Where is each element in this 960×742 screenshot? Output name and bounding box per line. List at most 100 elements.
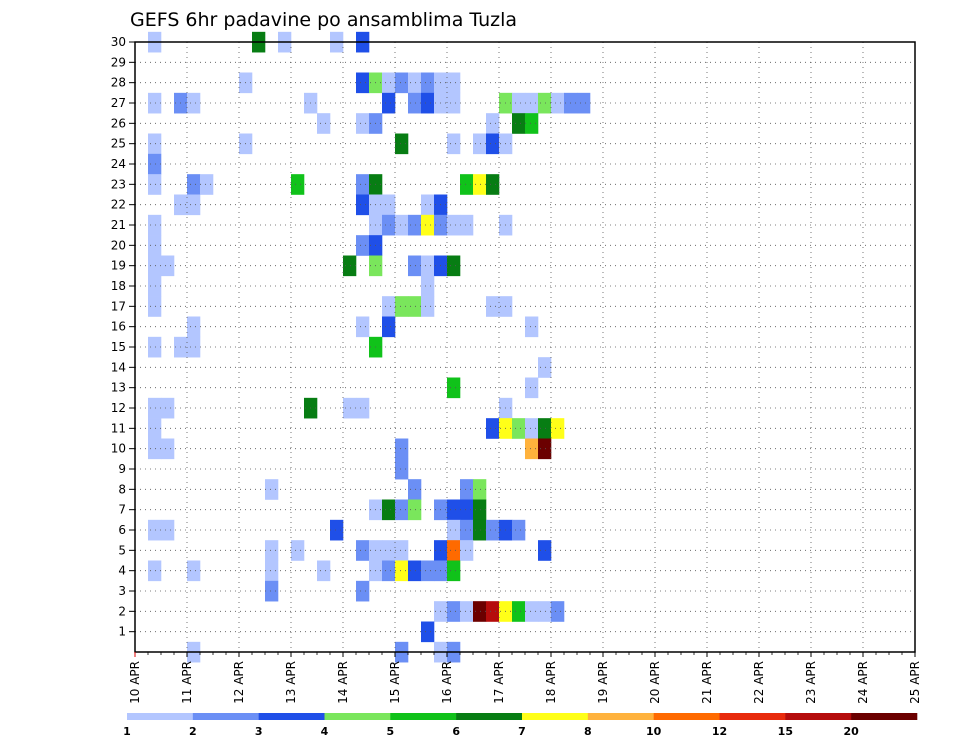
precip-cell [447, 560, 461, 582]
precip-cell [460, 214, 474, 236]
precip-cell [395, 133, 409, 155]
precip-cell [356, 540, 370, 561]
precip-cell [473, 133, 487, 155]
legend-swatch [851, 713, 918, 720]
precip-cell [356, 194, 370, 216]
precip-cell [447, 519, 461, 541]
precip-cell [317, 113, 331, 134]
precip-cell [421, 296, 435, 317]
y-tick-label: 30 [111, 35, 126, 49]
color-legend: 1 2 3 4 5 6 7 8 10 12 15 20 [123, 713, 918, 738]
precip-cell [538, 418, 552, 439]
precip-cell [187, 194, 201, 216]
x-tick-label: 14 APR [336, 661, 350, 704]
precip-cell [525, 377, 539, 399]
precip-cell [538, 438, 552, 460]
precip-cell [447, 601, 461, 622]
y-tick-label: 3 [118, 584, 126, 598]
x-tick-label: 13 APR [284, 661, 298, 704]
precip-cell [512, 519, 526, 541]
y-tick-label: 4 [118, 564, 126, 578]
precip-cell [395, 214, 409, 236]
precip-cell [577, 92, 591, 114]
x-tick-label: 15 APR [388, 661, 402, 704]
precip-cell [408, 92, 422, 114]
precip-cells [148, 31, 591, 663]
precip-cell [486, 133, 500, 155]
y-axis-ticks: 1234567891011121314151617181920212223242… [111, 35, 135, 639]
precip-cell [356, 316, 370, 338]
precip-cell [187, 92, 201, 114]
precip-cell [148, 418, 162, 439]
precip-cell [148, 133, 162, 155]
precip-cell [161, 438, 175, 460]
precip-cell [538, 540, 552, 561]
precip-cell [408, 255, 422, 277]
x-tick-label: 21 APR [700, 661, 714, 704]
precip-cell [486, 174, 500, 195]
precip-cell [525, 438, 539, 460]
precip-cell [421, 214, 435, 236]
precip-cell [356, 174, 370, 195]
y-tick-label: 9 [118, 462, 126, 476]
precip-cell [395, 540, 409, 561]
precip-cell [291, 540, 305, 561]
precip-cell [408, 214, 422, 236]
precip-cell [408, 560, 422, 582]
precip-cell [460, 174, 474, 195]
precip-cell [486, 601, 500, 622]
precip-cell [486, 113, 500, 134]
legend-label: 15 [778, 725, 793, 738]
legend-label: 6 [452, 725, 460, 738]
legend-swatch [127, 713, 194, 720]
y-tick-label: 5 [118, 543, 126, 557]
legend-swatch [192, 713, 259, 720]
legend-swatch [324, 713, 391, 720]
precip-cell [265, 479, 279, 500]
precip-cell [421, 194, 435, 216]
precip-cell [473, 519, 487, 541]
precip-cell [408, 499, 422, 521]
y-tick-label: 17 [111, 299, 126, 313]
grid-lines [135, 41, 915, 652]
precip-cell [343, 397, 357, 419]
precip-cell [473, 174, 487, 195]
precip-cell [382, 540, 396, 561]
precip-cell [486, 296, 500, 317]
precip-cell [148, 174, 162, 195]
precip-cell [525, 316, 539, 338]
y-tick-label: 16 [111, 320, 126, 334]
y-tick-label: 22 [111, 198, 126, 212]
precip-cell [382, 214, 396, 236]
precip-cell [395, 72, 409, 94]
precip-cell [421, 560, 435, 582]
precip-cell [525, 601, 539, 622]
precip-cell [148, 92, 162, 114]
y-tick-label: 11 [111, 421, 126, 435]
precip-cell [395, 499, 409, 521]
legend-label: 3 [255, 725, 263, 738]
precip-cell [486, 418, 500, 439]
precip-cell [473, 601, 487, 622]
precip-cell [161, 255, 175, 277]
x-tick-label: 18 APR [544, 661, 558, 704]
precip-cell [538, 92, 552, 114]
precip-cell [538, 357, 552, 378]
precip-cell [395, 458, 409, 480]
precip-cell [512, 418, 526, 439]
precip-cell [382, 72, 396, 94]
precip-cell [148, 438, 162, 460]
legend-swatch [785, 713, 852, 720]
precip-cell [421, 72, 435, 94]
legend-swatch [522, 713, 589, 720]
legend-label: 5 [387, 725, 395, 738]
x-tick-label: 10 APR [128, 661, 142, 704]
precip-cell [187, 560, 201, 582]
precip-cell [538, 601, 552, 622]
precip-cell [395, 438, 409, 460]
precip-cell [473, 499, 487, 521]
precip-cell [343, 255, 357, 277]
precip-cell [317, 560, 331, 582]
y-tick-label: 23 [111, 177, 126, 191]
precip-cell [382, 92, 396, 114]
